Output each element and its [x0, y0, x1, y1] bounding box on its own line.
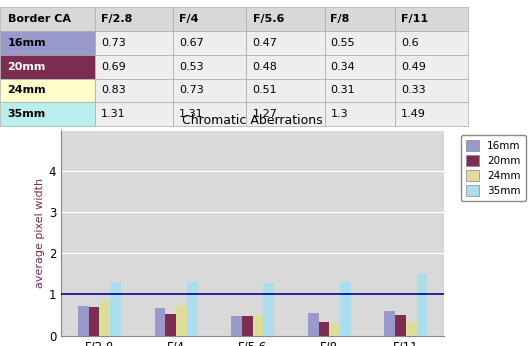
Bar — [263, 283, 274, 336]
Title: Chromatic Aberrations: Chromatic Aberrations — [182, 114, 323, 127]
Bar — [165, 314, 176, 336]
Text: Border CA: Border CA — [7, 14, 71, 24]
Bar — [95, 55, 173, 79]
Text: 0.34: 0.34 — [330, 62, 355, 72]
Bar — [325, 31, 395, 55]
Bar — [0, 31, 95, 55]
Text: F/5.6: F/5.6 — [253, 14, 284, 24]
Bar — [78, 306, 89, 336]
Bar — [395, 31, 468, 55]
Bar — [95, 31, 173, 55]
Text: 0.47: 0.47 — [253, 38, 277, 48]
Bar — [395, 79, 468, 102]
Bar — [325, 55, 395, 79]
Text: F/4: F/4 — [179, 14, 198, 24]
Bar — [253, 315, 263, 336]
Bar — [173, 7, 246, 31]
Bar — [176, 306, 187, 336]
Bar — [95, 79, 173, 102]
Bar — [329, 323, 340, 336]
Bar — [173, 79, 246, 102]
Text: 0.48: 0.48 — [253, 62, 277, 72]
Text: 24mm: 24mm — [7, 85, 46, 95]
Bar — [155, 308, 165, 336]
Text: 1.31: 1.31 — [179, 109, 204, 119]
Bar — [187, 282, 197, 336]
Text: F/2.8: F/2.8 — [101, 14, 132, 24]
Bar — [95, 102, 173, 126]
Bar — [0, 79, 95, 102]
Text: 16mm: 16mm — [7, 38, 46, 48]
Bar — [395, 55, 468, 79]
Text: 0.31: 0.31 — [330, 85, 355, 95]
Bar — [95, 7, 173, 31]
Text: 0.55: 0.55 — [330, 38, 355, 48]
Bar — [395, 7, 468, 31]
Bar — [246, 7, 325, 31]
Text: 0.73: 0.73 — [101, 38, 126, 48]
Bar — [325, 7, 395, 31]
Bar — [89, 307, 99, 336]
Bar — [308, 313, 319, 336]
Text: 0.51: 0.51 — [253, 85, 277, 95]
Bar — [246, 55, 325, 79]
Text: 0.53: 0.53 — [179, 62, 204, 72]
Bar — [242, 316, 253, 336]
Text: 20mm: 20mm — [7, 62, 46, 72]
Text: 0.83: 0.83 — [101, 85, 126, 95]
Bar — [395, 316, 406, 336]
Text: 0.49: 0.49 — [401, 62, 426, 72]
Bar — [173, 31, 246, 55]
Bar — [385, 311, 395, 336]
Text: F/11: F/11 — [401, 14, 428, 24]
Bar — [99, 301, 110, 336]
Bar — [325, 102, 395, 126]
Bar — [319, 322, 329, 336]
Bar — [0, 55, 95, 79]
Bar — [173, 55, 246, 79]
Bar — [246, 79, 325, 102]
Bar — [231, 316, 242, 336]
Text: 0.33: 0.33 — [401, 85, 426, 95]
Bar — [325, 79, 395, 102]
Legend: 16mm, 20mm, 24mm, 35mm: 16mm, 20mm, 24mm, 35mm — [461, 135, 526, 201]
Bar — [340, 282, 351, 336]
Bar — [0, 7, 95, 31]
Bar — [406, 322, 417, 336]
Y-axis label: average pixel width: average pixel width — [35, 177, 45, 288]
Bar — [110, 282, 121, 336]
Bar — [417, 274, 427, 336]
Bar — [246, 102, 325, 126]
Bar — [173, 102, 246, 126]
Text: 0.6: 0.6 — [401, 38, 419, 48]
Text: 0.73: 0.73 — [179, 85, 204, 95]
Text: 1.27: 1.27 — [253, 109, 277, 119]
Text: 0.69: 0.69 — [101, 62, 126, 72]
Text: 1.31: 1.31 — [101, 109, 126, 119]
Text: F/8: F/8 — [330, 14, 350, 24]
Bar — [395, 102, 468, 126]
Text: 1.3: 1.3 — [330, 109, 348, 119]
Bar — [246, 31, 325, 55]
Text: 35mm: 35mm — [7, 109, 46, 119]
Bar — [0, 102, 95, 126]
Text: 1.49: 1.49 — [401, 109, 426, 119]
Text: 0.67: 0.67 — [179, 38, 204, 48]
